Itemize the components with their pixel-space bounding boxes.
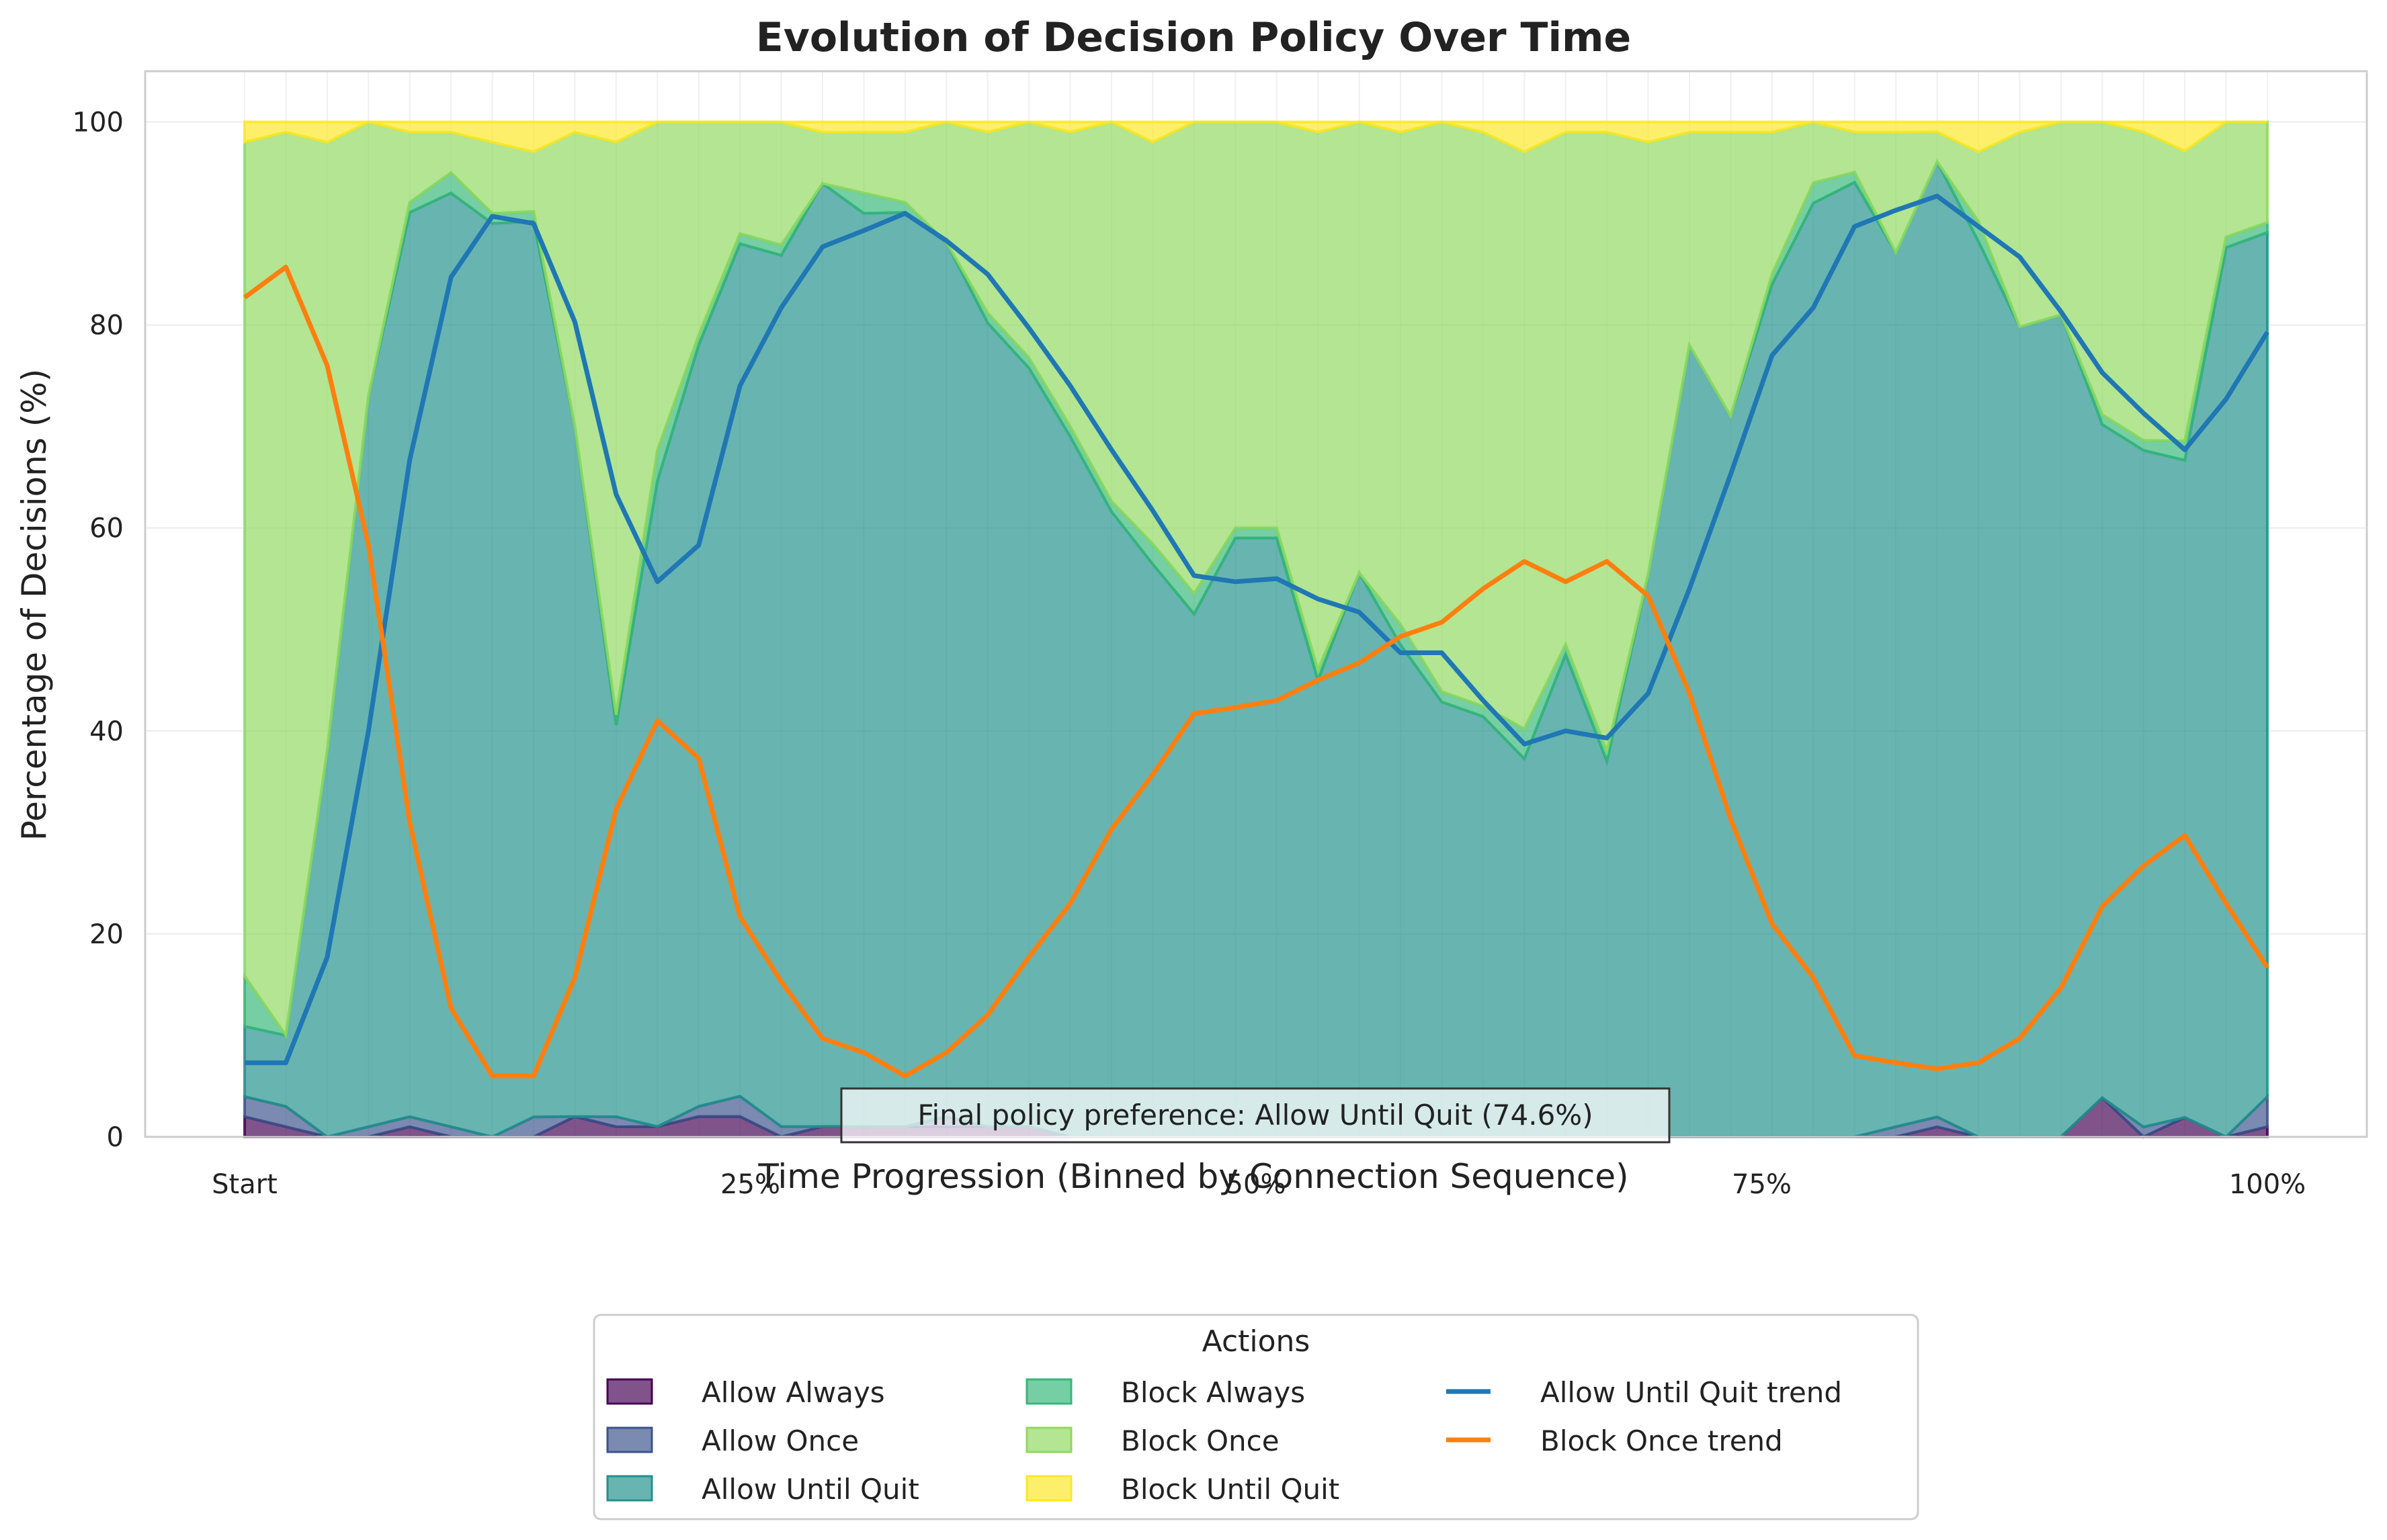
legend-swatch (606, 1378, 653, 1405)
y-axis-ticks: 0 20 40 60 80 100 (73, 108, 124, 1153)
legend-item-allow-until-quit: Allow Until Quit (606, 1473, 919, 1506)
legend-item-block-once-trend: Block Once trend (1446, 1424, 1783, 1457)
legend-swatch (606, 1475, 653, 1502)
legend-item-block-once: Block Once (1025, 1424, 1280, 1457)
y-tick-label: 0 (107, 1122, 124, 1153)
x-tick-label: Start (212, 1169, 278, 1200)
legend-label: Allow Once (702, 1424, 859, 1457)
line-allow-until-quit-trend (245, 194, 2269, 1066)
legend-item-allow-always: Allow Always (606, 1376, 885, 1409)
legend-label: Block Always (1121, 1376, 1305, 1409)
y-axis-label: Percentage of Decisions (%) (15, 369, 54, 841)
chart-title: Evolution of Decision Policy Over Time (756, 14, 1632, 61)
legend-swatch (606, 1426, 653, 1453)
x-axis-ticks: Start 25% 50% 75% 100% (212, 1169, 2306, 1200)
legend-label: Block Once (1121, 1424, 1280, 1457)
legend-title: Actions (1202, 1324, 1310, 1359)
annotation-box: Final policy preference: Allow Until Qui… (840, 1087, 1671, 1144)
area-block-until-quit (243, 120, 2267, 154)
legend-label: Block Once trend (1540, 1424, 1783, 1457)
y-tick-label: 20 (89, 919, 124, 950)
x-tick-label: 25% (720, 1169, 780, 1200)
legend-item-block-until-quit: Block Until Quit (1025, 1473, 1339, 1506)
x-tick-label: 50% (1226, 1169, 1286, 1200)
line-block-once-trend (243, 265, 2269, 1078)
stacked-areas (243, 120, 2269, 1139)
x-axis-label: Time Progression (Binned by Connection S… (757, 1157, 1628, 1196)
legend-label: Allow Until Quit trend (1540, 1376, 1842, 1409)
y-tick-label: 80 (89, 310, 124, 341)
x-tick-label: 100% (2229, 1169, 2306, 1200)
legend-label: Block Until Quit (1121, 1473, 1339, 1506)
annotation-text: Final policy preference: Allow Until Qui… (917, 1099, 1593, 1131)
legend: Actions Allow Always Allow Once Allow Unti… (593, 1314, 1919, 1521)
legend-swatch (1025, 1378, 1073, 1405)
x-tick-label: 75% (1732, 1169, 1792, 1200)
legend-item-allow-until-quit-trend: Allow Until Quit trend (1446, 1376, 1842, 1409)
y-tick-label: 60 (89, 513, 124, 544)
y-tick-label: 100 (73, 108, 124, 138)
legend-swatch (1025, 1426, 1073, 1453)
legend-item-block-always: Block Always (1025, 1376, 1305, 1409)
legend-label: Allow Until Quit (702, 1473, 919, 1506)
legend-item-allow-once: Allow Once (606, 1424, 859, 1457)
legend-label: Allow Always (702, 1376, 885, 1409)
y-tick-label: 40 (89, 716, 124, 747)
trend-lines (243, 194, 2269, 1078)
legend-swatch (1025, 1475, 1073, 1502)
